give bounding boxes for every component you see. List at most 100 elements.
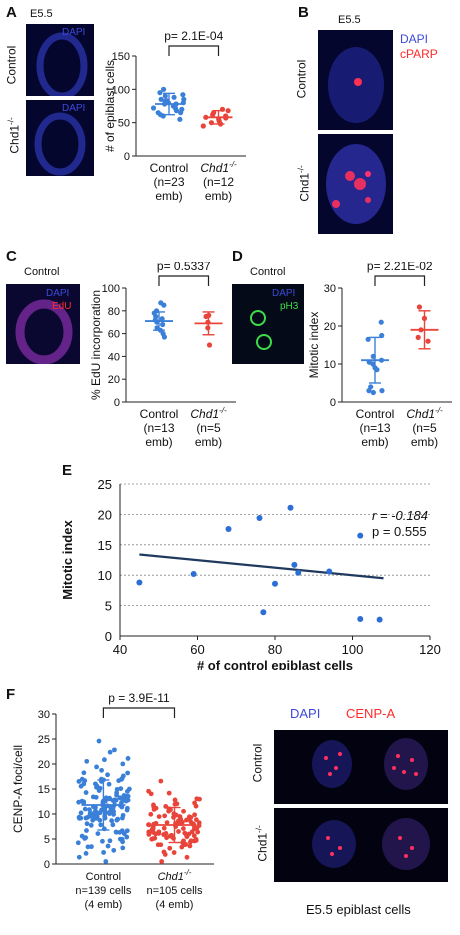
y-tick-label: 15 xyxy=(98,538,112,553)
data-point xyxy=(125,797,131,803)
data-point xyxy=(167,845,173,851)
data-point xyxy=(153,831,159,837)
data-point xyxy=(206,342,213,348)
data-point xyxy=(370,389,376,396)
data-point xyxy=(111,847,117,853)
data-point xyxy=(106,796,112,802)
y-tick-label: 30 xyxy=(324,283,336,295)
data-point xyxy=(148,811,154,817)
y-tick-label: 30 xyxy=(38,709,50,721)
data-point xyxy=(120,761,126,767)
data-point xyxy=(159,859,165,864)
data-point xyxy=(181,808,186,814)
y-tick-label: 20 xyxy=(98,507,112,522)
group-emb-label: (4 emb) xyxy=(156,899,194,911)
group-n-label: n=139 cells xyxy=(75,885,131,897)
panel-label-d: D xyxy=(232,248,243,265)
data-point xyxy=(376,616,383,623)
y-tick-label: 50 xyxy=(118,118,130,130)
significance-bracket xyxy=(158,275,210,286)
data-point xyxy=(90,794,96,800)
data-point xyxy=(177,116,183,122)
group-label: Chd1-/- xyxy=(158,868,192,883)
y-axis-label: # of epiblast cells xyxy=(103,60,117,152)
stain-label-ph3: pH3 xyxy=(280,301,299,312)
group-n-label: (n=23 xyxy=(153,175,184,189)
data-point xyxy=(76,779,82,784)
stain-label-dapi: DAPI xyxy=(62,103,86,114)
data-point xyxy=(203,313,209,320)
y-axis-label: Mitotic index xyxy=(307,312,321,379)
data-point xyxy=(84,758,90,764)
data-point xyxy=(166,790,172,796)
data-point xyxy=(114,786,120,792)
data-point xyxy=(194,796,200,802)
data-point xyxy=(136,579,143,586)
group-n-label: (n=13 xyxy=(143,421,174,435)
chart-c: 0 20 40 60 80 100% EdU incorporation p= 0.5337… xyxy=(89,262,236,449)
stage-label-a: E5.5 xyxy=(30,8,53,20)
data-point xyxy=(196,823,202,828)
group-label: Chd1-/- xyxy=(406,406,443,421)
data-point xyxy=(101,850,106,855)
data-point xyxy=(93,781,98,787)
data-point xyxy=(150,826,156,832)
data-point xyxy=(181,838,186,844)
chart-f: 0 5 10 15 20 25 30 CENP-A foci/cell p = 3.9E-11 C… xyxy=(11,691,214,911)
micrograph-f-control xyxy=(274,730,448,804)
data-point xyxy=(109,818,115,824)
data-point xyxy=(191,833,197,839)
y-tick-label: 10 xyxy=(98,568,112,583)
y-tick-label: 25 xyxy=(98,477,112,492)
data-point xyxy=(75,840,81,846)
y-axis-label: % EdU incorporation xyxy=(89,290,103,400)
data-point xyxy=(160,321,166,328)
data-point xyxy=(94,764,99,770)
data-point xyxy=(107,811,112,817)
y-tick-label: 10 xyxy=(324,359,336,371)
data-point xyxy=(119,776,125,782)
chart-a: 0 50 100 150# of epiblast cells p= 2.1E-04 Co… xyxy=(103,29,246,203)
data-point xyxy=(180,92,186,98)
data-point xyxy=(113,797,119,803)
data-point xyxy=(187,843,193,849)
x-tick-label: 40 xyxy=(113,642,127,657)
group-emb-label: emb) xyxy=(155,189,182,203)
data-point xyxy=(79,833,85,839)
data-point xyxy=(96,738,102,744)
group-emb-label: emb) xyxy=(361,435,388,449)
y-tick-label: 0 xyxy=(105,629,112,644)
data-point xyxy=(176,829,181,834)
data-point xyxy=(112,747,117,753)
data-point xyxy=(100,838,105,844)
data-point xyxy=(87,807,92,813)
data-point xyxy=(146,829,152,835)
data-point xyxy=(118,786,124,791)
data-point xyxy=(326,568,333,575)
data-point xyxy=(378,319,384,325)
group-label: Chd1-/- xyxy=(200,160,237,175)
panel-label-b: B xyxy=(298,4,309,21)
significance-bracket xyxy=(374,275,426,286)
data-point xyxy=(191,826,197,832)
panel-label-a: A xyxy=(6,4,17,21)
data-point xyxy=(173,108,180,114)
data-point xyxy=(84,828,89,833)
stain-label-cparp: cPARP xyxy=(400,47,438,61)
data-point xyxy=(200,123,206,129)
data-point xyxy=(95,831,101,836)
x-tick-label: 100 xyxy=(342,642,364,657)
data-point xyxy=(160,86,167,92)
data-point xyxy=(113,829,119,835)
y-tick-label: 100 xyxy=(102,283,120,295)
data-point xyxy=(81,770,87,776)
x-tick-label: 80 xyxy=(268,642,282,657)
data-point xyxy=(158,778,164,784)
data-point xyxy=(193,803,199,809)
micrograph-a-control: DAPI xyxy=(26,24,94,96)
y-tick-label: 0 xyxy=(124,151,130,163)
micrograph-b-chd1 xyxy=(318,134,393,234)
data-point xyxy=(157,90,163,96)
data-point xyxy=(366,388,372,394)
data-point xyxy=(416,304,423,310)
